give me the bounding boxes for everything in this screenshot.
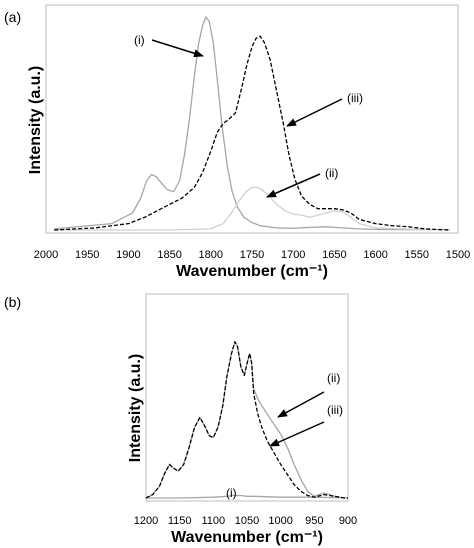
panel-b-x-tick-1000: 1000 xyxy=(268,515,292,527)
panel-b: (b) 1200 1150 1100 1050 1000 950 900 Wavenumbe… xyxy=(4,293,357,546)
panel-a-label: (a) xyxy=(4,9,21,25)
panel-b-x-tick-1150: 1150 xyxy=(168,515,192,527)
panel-b-label: (b) xyxy=(4,294,21,310)
panel-b-x-tick-1200: 1200 xyxy=(134,515,158,527)
panel-b-arrow-iii xyxy=(269,421,325,447)
panel-a-x-tick-1550: 1550 xyxy=(405,249,429,261)
panel-b-x-tick-950: 950 xyxy=(305,515,323,527)
panel-b-series xyxy=(145,341,349,499)
panel-b-arrow-ii xyxy=(277,391,325,418)
panel-b-annotation-i: (i) xyxy=(226,486,237,500)
panel-a-x-tick-1950: 1950 xyxy=(75,249,99,261)
panel-a-series-i-line xyxy=(54,16,450,231)
panel-a-arrow-ii xyxy=(266,173,321,198)
panel-b-x-tick-900: 900 xyxy=(339,515,357,527)
panel-a-series-iii-line xyxy=(54,35,450,231)
panel-a-arrow-iii xyxy=(286,98,343,127)
panel-a-x-tick-1700: 1700 xyxy=(281,249,305,261)
panel-a-annotation-iii: (iii) xyxy=(347,91,363,105)
panel-b-x-tick-1050: 1050 xyxy=(235,515,259,527)
panel-a-x-tick-1500: 1500 xyxy=(446,249,470,261)
panel-a-annotation-i: (i) xyxy=(134,33,145,47)
panel-b-annotation-iii: (iii) xyxy=(327,403,343,417)
panel-b-series-i-line xyxy=(146,494,349,499)
panel-a-series-ii-line xyxy=(54,186,450,231)
panel-a-x-tick-2000: 2000 xyxy=(34,249,58,261)
panel-a-series xyxy=(54,16,450,231)
panel-b-x-tick-1100: 1100 xyxy=(202,515,226,527)
panel-a-x-tick-1650: 1650 xyxy=(322,249,346,261)
panel-a-x-tick-1900: 1900 xyxy=(116,249,140,261)
panel-a-plot-area xyxy=(45,4,459,234)
panel-a-x-tick-labels: 2000 1950 1900 1850 1800 1750 1700 1650 1600 1550… xyxy=(34,249,470,261)
panel-a-y-axis-title: Intensity (a.u.) xyxy=(27,66,44,174)
panel-b-annotation-ii: (ii) xyxy=(327,371,340,385)
panel-b-y-axis-title: Intensity (a.u.) xyxy=(127,354,144,462)
panel-a-x-axis-title: Wavenumber (cm⁻¹) xyxy=(176,263,328,280)
panel-a-x-tick-1850: 1850 xyxy=(157,249,181,261)
panel-a-annotation-ii: (ii) xyxy=(325,166,338,180)
panel-a-x-tick-1600: 1600 xyxy=(363,249,387,261)
panel-a: (a) 2000 1950 1900 1850 1800 1750 1700 1650 1600… xyxy=(4,4,470,280)
panel-b-plot-area xyxy=(145,293,349,502)
panel-a-arrow-i xyxy=(151,39,204,58)
panel-a-x-tick-1800: 1800 xyxy=(199,249,223,261)
panel-b-series-iii-line xyxy=(145,341,348,499)
panel-a-x-tick-1750: 1750 xyxy=(240,249,264,261)
panel-b-x-axis-title: Wavenumber (cm⁻¹) xyxy=(171,529,323,546)
panel-b-series-ii-line xyxy=(145,341,348,499)
panel-b-x-tick-labels: 1200 1150 1100 1050 1000 950 900 xyxy=(134,515,357,527)
